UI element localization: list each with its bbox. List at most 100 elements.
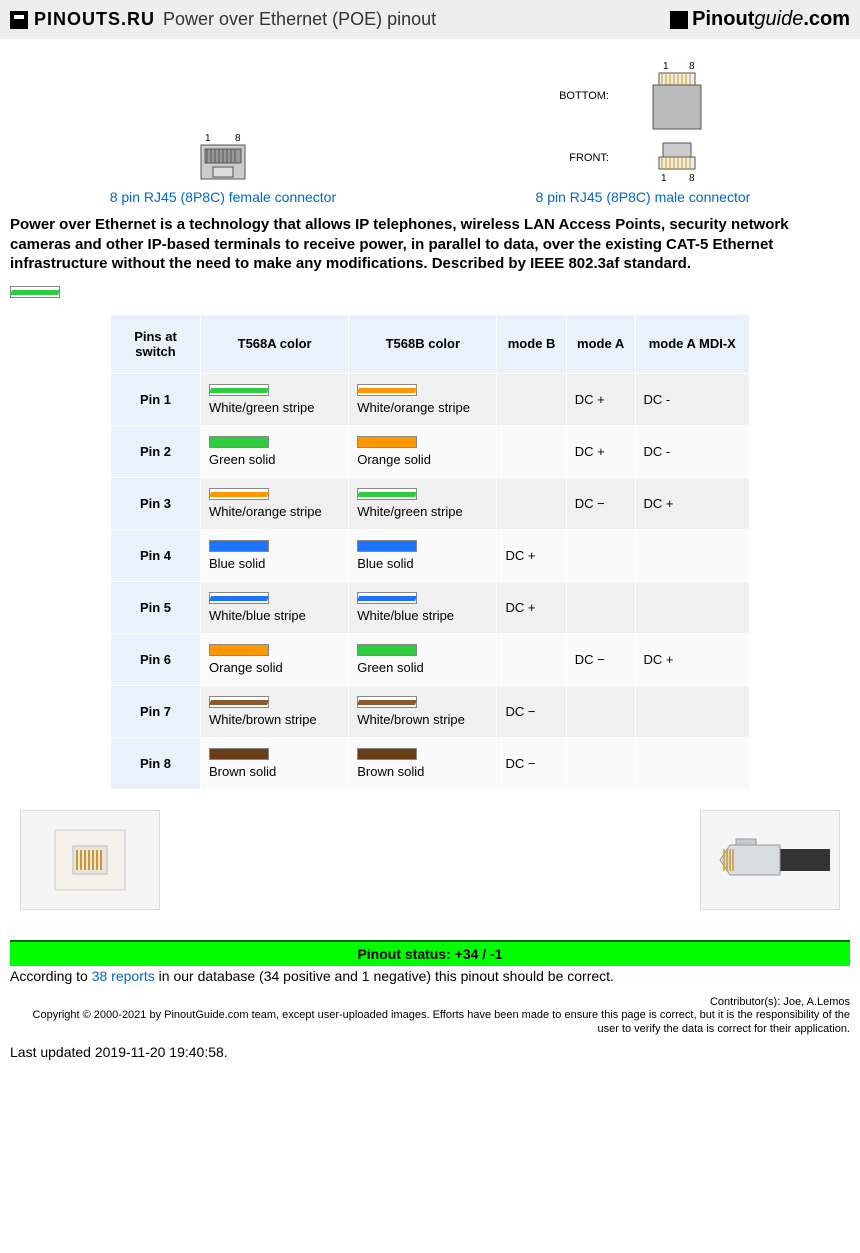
table-row: Pin 1 White/green stripe White/orange stri… (111, 373, 750, 425)
color-cell: Blue solid (201, 529, 349, 581)
mode-cell (566, 685, 635, 737)
pin-label: Pin 7 (111, 685, 201, 737)
mode-cell: DC + (635, 477, 749, 529)
color-cell: White/blue stripe (201, 581, 349, 633)
pin-label: Pin 8 (111, 737, 201, 789)
logo-right-b: guide (754, 8, 803, 31)
col-t568a: T568A color (201, 314, 349, 373)
color-label: Green solid (357, 660, 488, 675)
reports-link[interactable]: 38 reports (92, 968, 155, 984)
table-row: Pin 5 White/blue stripe White/blue stripe D… (111, 581, 750, 633)
color-label: White/orange stripe (209, 504, 340, 519)
mode-cell (566, 529, 635, 581)
color-label: White/brown stripe (209, 712, 340, 727)
mode-cell (497, 425, 566, 477)
rj45-female-icon: 1 8 (193, 129, 253, 189)
mode-cell (566, 581, 635, 633)
color-cell: Green solid (201, 425, 349, 477)
photos-row (10, 810, 850, 910)
logo-right-c: .com (803, 8, 850, 31)
table-row: Pin 6Orange solidGreen solidDC −DC + (111, 633, 750, 685)
col-modeb: mode B (497, 314, 566, 373)
mode-cell: DC + (497, 529, 566, 581)
copyright: Copyright © 2000-2021 by PinoutGuide.com… (10, 1008, 850, 1037)
color-label: Brown solid (357, 764, 488, 779)
rj45-jack-photo (20, 810, 160, 910)
mode-cell (497, 633, 566, 685)
site-left-text: PINOUTS.RU (34, 9, 155, 30)
status-bar: Pinout status: +34 / -1 (10, 940, 850, 966)
pin-label: Pin 5 (111, 581, 201, 633)
logo-right-a: Pinout (692, 8, 754, 31)
mode-cell: DC + (566, 373, 635, 425)
color-label: Blue solid (209, 556, 340, 571)
table-row: Pin 7 White/brown stripe White/brown strip… (111, 685, 750, 737)
table-row: Pin 2 Green solid Orange solid DC +DC - (111, 425, 750, 477)
col-pins: Pins at switch (111, 314, 201, 373)
col-modea: mode A (566, 314, 635, 373)
color-label: Green solid (209, 452, 340, 467)
color-label: Blue solid (357, 556, 488, 571)
rj45-plug-photo (700, 810, 840, 910)
pin-label: Pin 4 (111, 529, 201, 581)
mode-cell (566, 737, 635, 789)
connector-female-link[interactable]: 8 pin RJ45 (8P8C) female connector (110, 189, 336, 205)
table-row: Pin 8Brown solidBrown solidDC − (111, 737, 750, 789)
table-row: Pin 4 Blue solid Blue solid DC + (111, 529, 750, 581)
page-title: Power over Ethernet (POE) pinout (163, 9, 436, 30)
color-cell: White/blue stripe (349, 581, 497, 633)
color-label: Orange solid (209, 660, 340, 675)
svg-text:1: 1 (661, 173, 667, 184)
pin-label: Pin 6 (111, 633, 201, 685)
svg-text:BOTTOM:: BOTTOM: (559, 90, 609, 102)
rj45-male-icon: 1 8 BOTTOM: FRONT: (553, 59, 733, 189)
color-label: White/green stripe (209, 400, 340, 415)
pin-label: Pin 3 (111, 477, 201, 529)
svg-text:1: 1 (205, 133, 211, 144)
status-text: According to 38 reports in our database … (10, 966, 850, 990)
mode-cell: DC - (635, 425, 749, 477)
col-modeax: mode A MDI-X (635, 314, 749, 373)
mode-cell: DC − (497, 737, 566, 789)
pin-label: Pin 2 (111, 425, 201, 477)
contributors: Contributor(s): Joe, A.Lemos (10, 996, 850, 1008)
mode-cell: DC − (566, 633, 635, 685)
mode-cell (635, 685, 749, 737)
connector-male-link[interactable]: 8 pin RJ45 (8P8C) male connector (536, 189, 751, 205)
last-updated: Last updated 2019-11-20 19:40:58. (10, 1044, 850, 1060)
color-cell: White/orange stripe (201, 477, 349, 529)
color-label: White/blue stripe (357, 608, 488, 623)
color-label: Orange solid (357, 452, 488, 467)
mode-cell: DC - (635, 373, 749, 425)
color-cell: Brown solid (349, 737, 497, 789)
color-cell: Orange solid (201, 633, 349, 685)
connectors-row: 1 8 8 pin RJ45 (8P8C) female connector (10, 69, 850, 205)
col-t568b: T568B color (349, 314, 497, 373)
logo-right-icon (670, 11, 688, 29)
table-row: Pin 3 White/orange stripe White/green stri… (111, 477, 750, 529)
color-cell: White/brown stripe (201, 685, 349, 737)
connector-female-block: 1 8 8 pin RJ45 (8P8C) female connector (110, 69, 336, 205)
logo-left[interactable]: PINOUTS.RU (10, 9, 155, 30)
color-cell: White/brown stripe (349, 685, 497, 737)
color-cell: White/orange stripe (349, 373, 497, 425)
color-label: White/green stripe (357, 504, 488, 519)
header-bar: PINOUTS.RU Power over Ethernet (POE) pin… (0, 0, 860, 39)
intro-swatch (10, 286, 850, 298)
mode-cell (497, 477, 566, 529)
pin-label: Pin 1 (111, 373, 201, 425)
pinout-table: Pins at switch T568A color T568B color m… (110, 314, 750, 790)
mode-cell: DC + (497, 581, 566, 633)
mode-cell: DC + (566, 425, 635, 477)
connector-male-block: 1 8 BOTTOM: FRONT: (536, 69, 751, 205)
svg-text:8: 8 (689, 173, 695, 184)
logo-right[interactable]: Pinoutguide.com (670, 8, 850, 31)
intro-text: Power over Ethernet is a technology that… (10, 215, 850, 274)
svg-text:8: 8 (235, 133, 241, 144)
logo-left-icon (10, 11, 28, 29)
mode-cell: DC − (566, 477, 635, 529)
mode-cell (635, 581, 749, 633)
color-label: White/blue stripe (209, 608, 340, 623)
svg-text:1: 1 (663, 61, 669, 72)
color-cell: White/green stripe (201, 373, 349, 425)
